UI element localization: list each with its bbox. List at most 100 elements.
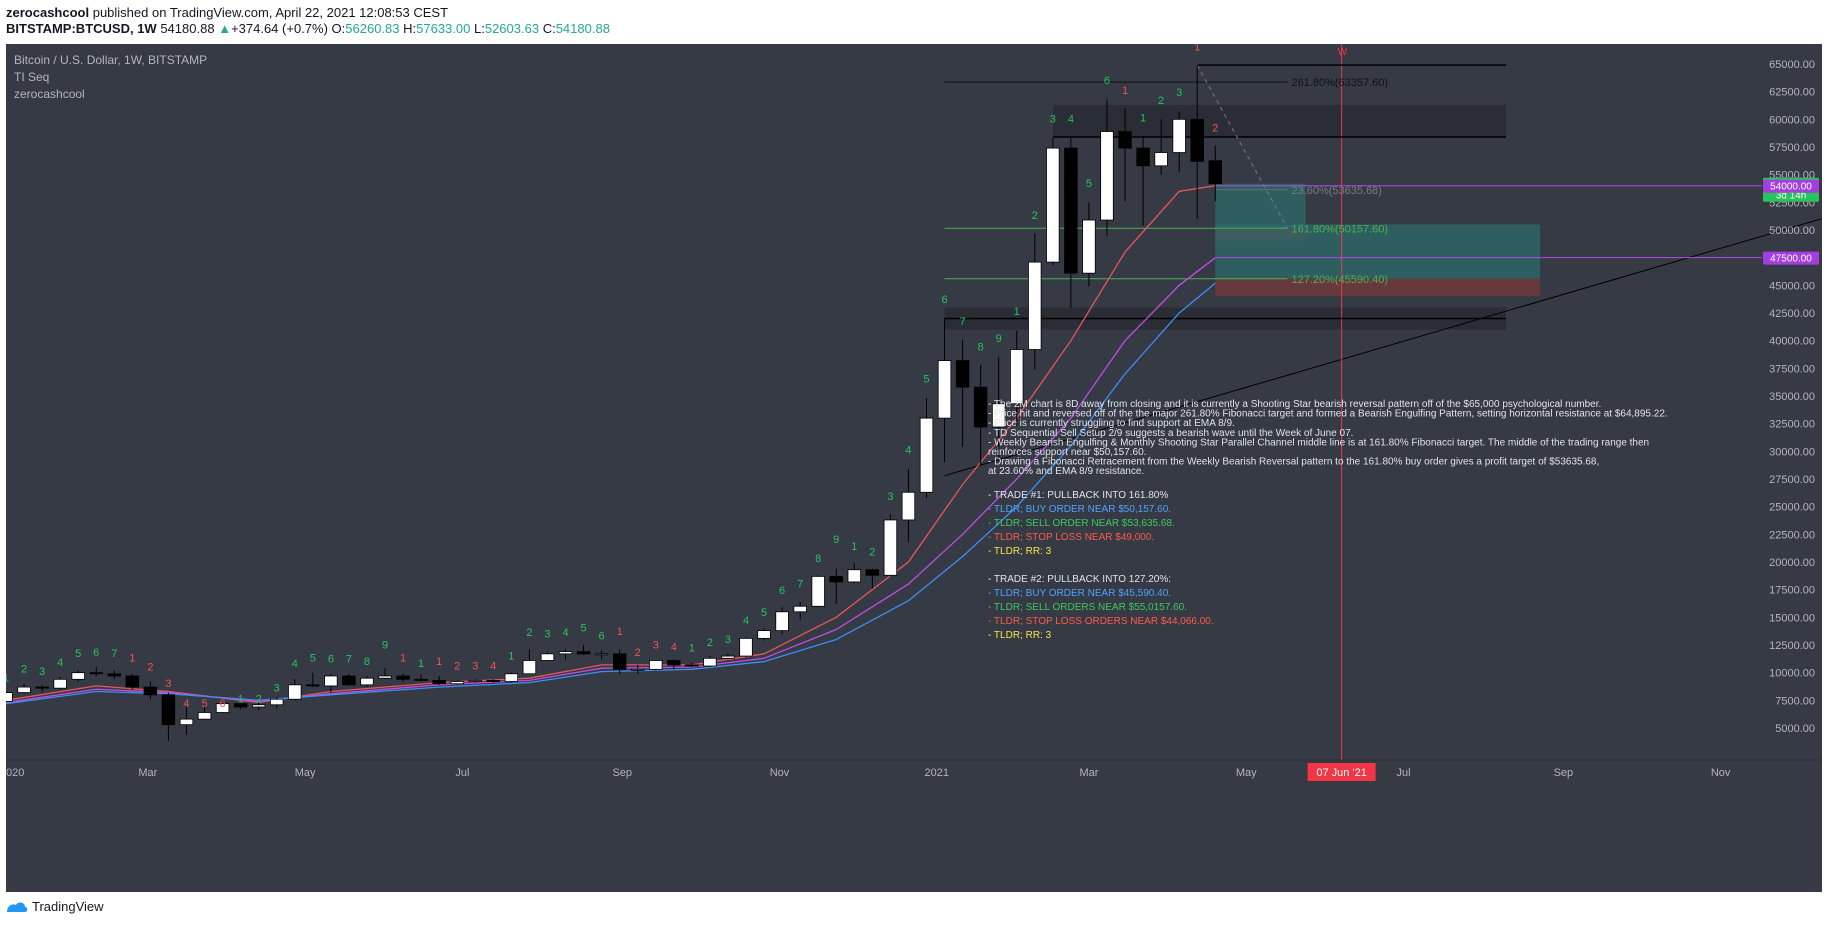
author-name[interactable]: zerocashcool (6, 5, 90, 20)
price-label-box (1763, 179, 1819, 193)
price-tick-label: 15000.00 (1769, 612, 1815, 624)
candle-body (883, 519, 898, 576)
candle-body (721, 655, 735, 659)
td-count-label: 9 (833, 534, 839, 546)
candle-body (270, 698, 284, 706)
price-axis[interactable]: 5000.00 7500.00 10000.00 12500.00 15000.00 17… (1763, 59, 1819, 735)
fib-labels: 261.80%(63357.60) 161.80%(50157.60) 127.20… (1291, 77, 1388, 286)
td-count-label: 2 (1032, 210, 1038, 222)
time-tick-label: May (1236, 767, 1257, 779)
ema-line (6, 257, 1216, 704)
td-count-label: 1 (851, 541, 857, 553)
time-tick-label: Mar (138, 767, 157, 779)
time-tick-label: Sep (612, 767, 632, 779)
candle-body (197, 712, 212, 720)
td-count-label: 2 (1212, 123, 1218, 135)
price-tick-label: 42500.00 (1769, 308, 1815, 320)
td-count-label: 2 (869, 546, 875, 558)
candle-body (757, 630, 771, 639)
legend-indicator[interactable]: TI Seq (14, 70, 49, 84)
candle-body (703, 657, 717, 667)
td-count-label: 6 (1104, 75, 1110, 87)
td-count-label: 9 (382, 639, 388, 651)
candle-body (306, 684, 320, 687)
candle-body (468, 680, 482, 682)
quote-line: BITSTAMP:BTCUSD, 1W 54180.88 ▲+374.64 (+… (6, 21, 610, 36)
high-value: 57633.00 (416, 21, 471, 36)
annotation-line: reinforces support near $50,157.60. (988, 447, 1146, 458)
last-price: 54180.88 (160, 21, 215, 36)
price-tick-label: 45000.00 (1769, 280, 1815, 292)
td-count-label: 6 (779, 585, 785, 597)
annotation-line: - TLDR; SELL ORDER NEAR $53,635.68. (988, 518, 1175, 529)
close-value: 54180.88 (555, 21, 610, 36)
annotation-line: - TLDR; RR: 3 (988, 630, 1052, 641)
price-label-countdown: 3d 14h (1776, 191, 1807, 202)
td-count-label: 4 (743, 615, 749, 627)
candle-body (233, 703, 248, 708)
annotation-line: - Price hit and reversed off of the the … (988, 409, 1668, 420)
candle-body (919, 417, 934, 493)
td-count-label: 3 (1050, 114, 1056, 126)
td-count-label: 4 (1068, 114, 1074, 126)
candle-body (17, 686, 31, 693)
price-tick-label: 32500.00 (1769, 419, 1815, 431)
time-tick-label: May (295, 767, 316, 779)
annotation-line: - TRADE #2: PULLBACK INTO 127.20%: (988, 574, 1171, 585)
candles[interactable] (6, 65, 1222, 741)
price-tick-label: 57500.00 (1769, 142, 1815, 154)
legend-author[interactable]: zerocashcool (14, 87, 85, 101)
time-tick-label: 2021 (925, 767, 949, 779)
tradingview-footer[interactable]: TradingView (6, 899, 104, 914)
td-count-label: 2 (1158, 95, 1164, 107)
open-value: 56260.83 (345, 21, 400, 36)
candle-body (991, 403, 1006, 428)
candle-body (486, 680, 501, 682)
td-count-label: 5 (75, 648, 81, 660)
candle-body (612, 653, 627, 670)
time-marker-box (1307, 763, 1376, 781)
annotation-text[interactable]: - The 2M chart is 8D away from closing a… (988, 399, 1668, 641)
legend-title[interactable]: Bitcoin / U.S. Dollar, 1W, BITSTAMP (14, 53, 207, 67)
annotation-line: - TD Sequential Sell Setup 2/9 suggests … (988, 428, 1353, 439)
td-count-label: 1 (400, 653, 406, 665)
time-tick-label: Sep (1554, 767, 1574, 779)
price-tick-label: 37500.00 (1769, 363, 1815, 375)
symbol-label: BITSTAMP:BTCUSD, 1W (6, 21, 157, 36)
td-count-label: 3 (653, 639, 659, 651)
price-tick-label: 17500.00 (1769, 585, 1815, 597)
time-tick-label: Jul (1396, 767, 1410, 779)
ema-line (6, 185, 1216, 704)
candle-body (414, 678, 428, 681)
candle-body (396, 675, 410, 680)
position-zones[interactable] (1215, 183, 1541, 296)
annotation-line: - Price is currently struggling to find … (988, 418, 1235, 429)
candle-body (865, 569, 880, 576)
td-count-label: 4 (183, 698, 189, 710)
annotation-line: - TLDR; BUY ORDER NEAR $45,590.40. (988, 588, 1171, 599)
candle-body (558, 651, 573, 655)
price-tick-label: 62500.00 (1769, 87, 1815, 99)
price-chart[interactable]: W 12345671234561234567891112341234561234… (6, 44, 1822, 892)
annotation-line: - TRADE #1: PULLBACK INTO 161.80% (988, 490, 1168, 501)
annotation-line: - Drawing a Fibonacci Retracement from t… (988, 457, 1599, 468)
candle-body (522, 660, 537, 675)
candle-body (360, 677, 374, 686)
candle-body (1208, 160, 1222, 185)
candle-body (1028, 261, 1042, 350)
candle-body (739, 637, 753, 657)
candle-body (89, 672, 103, 675)
candle-body (251, 704, 266, 708)
candle-body (775, 611, 789, 632)
candle-body (649, 660, 663, 670)
footer-brand: TradingView (32, 899, 104, 914)
candle-body (829, 575, 843, 583)
td-count-label: 1 (1194, 44, 1200, 54)
fib-label: 261.80%(63357.60) (1291, 77, 1388, 89)
candle-body (667, 660, 681, 666)
time-axis[interactable]: 020MarMayJulSepNov2021MarMayJulSepNov202… (6, 759, 1822, 781)
time-tick-label: 020 (6, 767, 24, 779)
candle-body (71, 672, 85, 680)
td-count-label: 2 (256, 694, 262, 706)
price-tick-label: 30000.00 (1769, 446, 1815, 458)
